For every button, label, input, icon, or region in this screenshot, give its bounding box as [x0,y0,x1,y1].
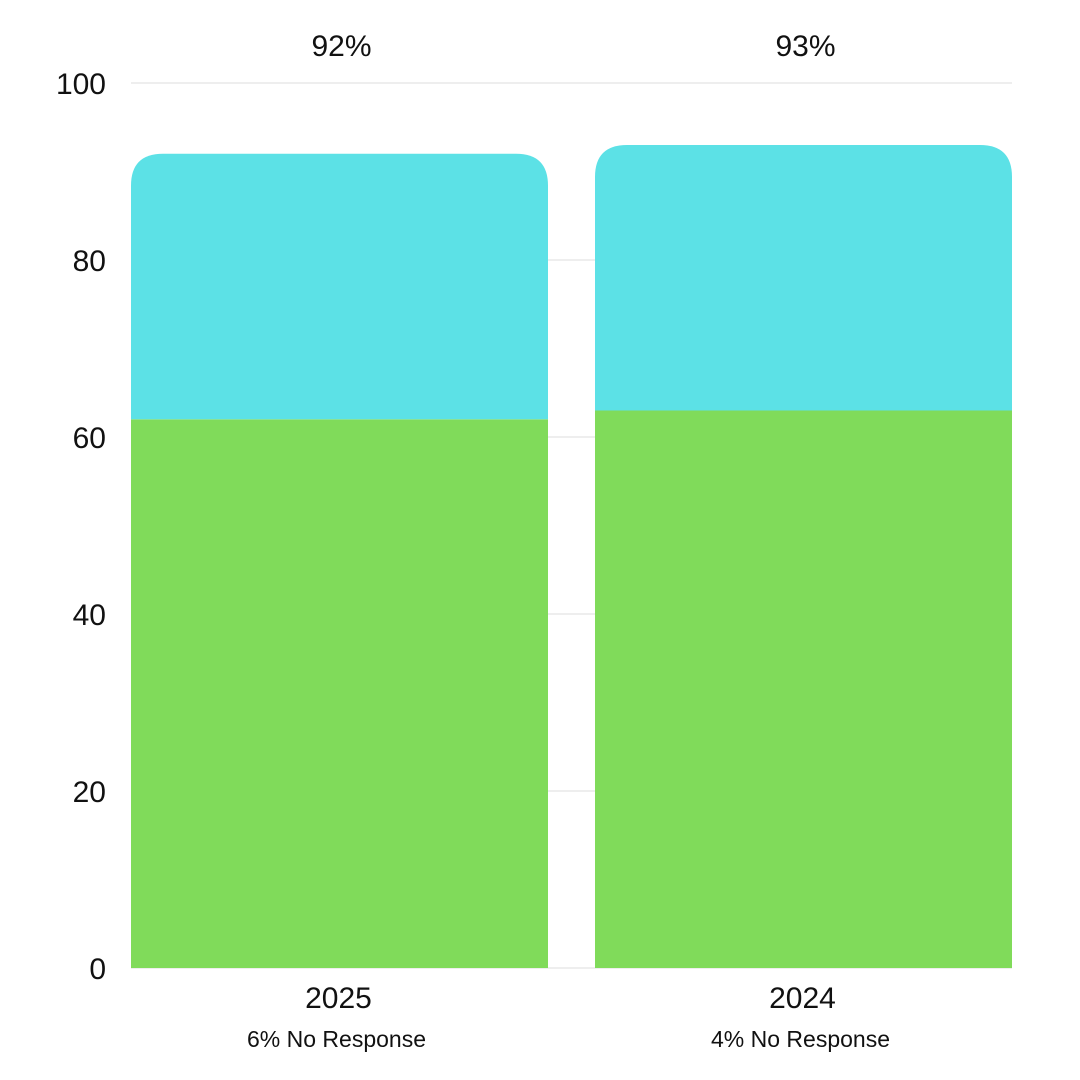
y-tick-label: 80 [73,245,106,278]
bar-2024-segment-1 [595,144,1012,411]
bar-total-label: 93% [775,30,835,63]
y-tick-label: 100 [56,68,106,101]
x-category-label: 2024 [769,982,836,1015]
bars [131,144,1012,968]
bar-2024-segment-0 [595,410,1012,968]
y-tick-label: 0 [89,953,106,986]
bar-2025-segment-0 [131,419,548,968]
no-response-note: 4% No Response [711,1026,890,1052]
bar-2025-segment-1 [131,153,548,420]
no-response-note: 6% No Response [247,1026,426,1052]
y-tick-label: 60 [73,422,106,455]
y-tick-label: 20 [73,776,106,809]
y-tick-label: 40 [73,599,106,632]
bar-total-label: 92% [311,30,371,63]
x-category-label: 2025 [305,982,372,1015]
labels: 0 20 40 60 80 100 92% 2025 6% No Response 93% 2024… [56,30,890,1052]
